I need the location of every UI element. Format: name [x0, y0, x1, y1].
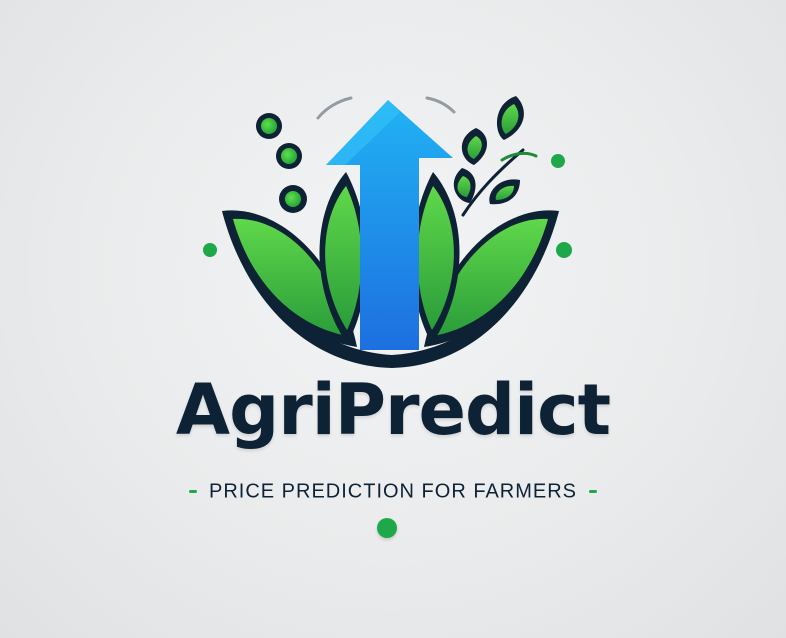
right-outer-leaf: [424, 210, 559, 347]
accent-dot-right: [556, 242, 572, 258]
tagline-dash-left: [188, 490, 197, 493]
left-outer-leaf: [222, 210, 357, 347]
bowl-outline: [222, 211, 559, 368]
accent-dot-right-top: [551, 154, 565, 168]
right-sprig-leaves: [453, 96, 538, 217]
swoosh-right: [425, 96, 456, 114]
tagline-dash-right: [589, 490, 598, 493]
tagline-text: PRICE PREDICTION FOR FARMERS: [208, 480, 578, 503]
right-inner-leaf: [412, 172, 460, 344]
swoosh-left: [316, 96, 353, 120]
accent-dot-left: [203, 243, 217, 257]
left-inner-leaf: [319, 172, 367, 344]
growth-arrow-icon: [326, 100, 453, 350]
tagline: PRICE PREDICTION FOR FARMERS: [0, 478, 786, 505]
left-seed-dots: [256, 113, 307, 213]
brand-name: AgriPredict: [175, 369, 611, 451]
bottom-accent-dot: [377, 518, 397, 538]
